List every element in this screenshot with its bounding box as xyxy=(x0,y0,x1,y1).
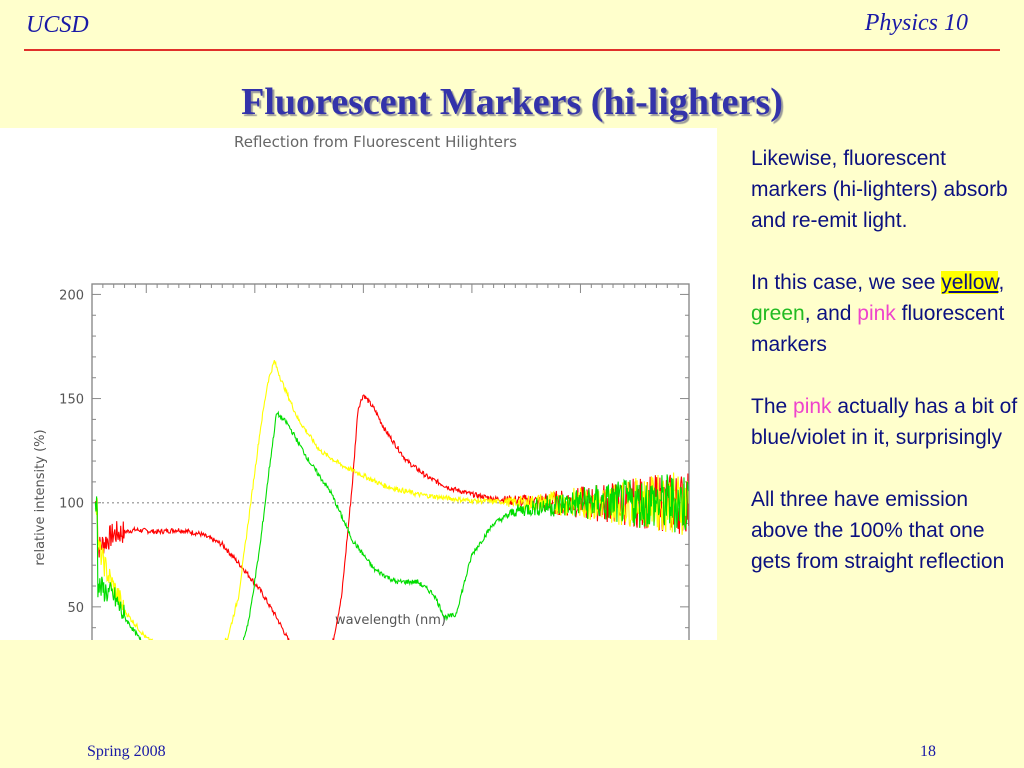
word-green: green xyxy=(751,302,805,325)
colors-intro: In this case, we see xyxy=(751,271,942,294)
header-divider xyxy=(24,49,1000,51)
word-pink: pink xyxy=(857,302,896,325)
comma-1: , xyxy=(998,271,1005,294)
series-line-1 xyxy=(94,360,690,640)
paragraph-emission: All three have emission above the 100% t… xyxy=(751,488,1005,573)
plot-frame-top xyxy=(91,283,690,640)
paragraph-colors: In this case, we see yellow, green, and … xyxy=(751,267,1019,360)
header-course: Physics 10 xyxy=(864,10,968,36)
paragraph-absorb-reemit: Likewise, fluorescent markers (hi-lighte… xyxy=(751,147,1008,232)
x-axis-title: wavelength (nm) xyxy=(335,613,446,628)
chart-title: Reflection from Fluorescent Hilighters xyxy=(234,133,517,151)
word-yellow: yellow xyxy=(941,271,999,294)
y-axis-title: relative intensity (%) xyxy=(33,429,48,565)
header-institution: UCSD xyxy=(26,12,89,38)
plot-frame xyxy=(91,283,690,640)
y-tick-label: 200 xyxy=(59,288,84,303)
series-line-2 xyxy=(94,410,690,640)
chart-canvas: Reflection from Fluorescent Hilighters w… xyxy=(33,133,690,640)
y-tick-label: 100 xyxy=(59,497,84,512)
footer-page-number: 18 xyxy=(920,743,936,760)
reflection-chart: Reflection from Fluorescent Hilighters w… xyxy=(0,128,717,640)
pink-outro: actually has a bit of blue/violet in it,… xyxy=(751,395,1018,449)
pink-intro: The xyxy=(751,395,794,418)
paragraph-pink-violet: The pink actually has a bit of blue/viol… xyxy=(751,391,1019,453)
y-tick-label: 150 xyxy=(59,393,84,408)
series-line-0 xyxy=(94,394,690,640)
footer-date: Spring 2008 xyxy=(87,743,166,760)
y-tick-label: 50 xyxy=(67,601,84,616)
explanation-text: Likewise, fluorescent markers (hi-lighte… xyxy=(751,143,1019,608)
word-pink-2: pink xyxy=(793,395,832,418)
colors-outro: fluorescent markers xyxy=(751,302,1005,356)
and-text: , and xyxy=(804,302,858,325)
slide-title: Fluorescent Markers (hi-lighters) xyxy=(241,81,783,123)
